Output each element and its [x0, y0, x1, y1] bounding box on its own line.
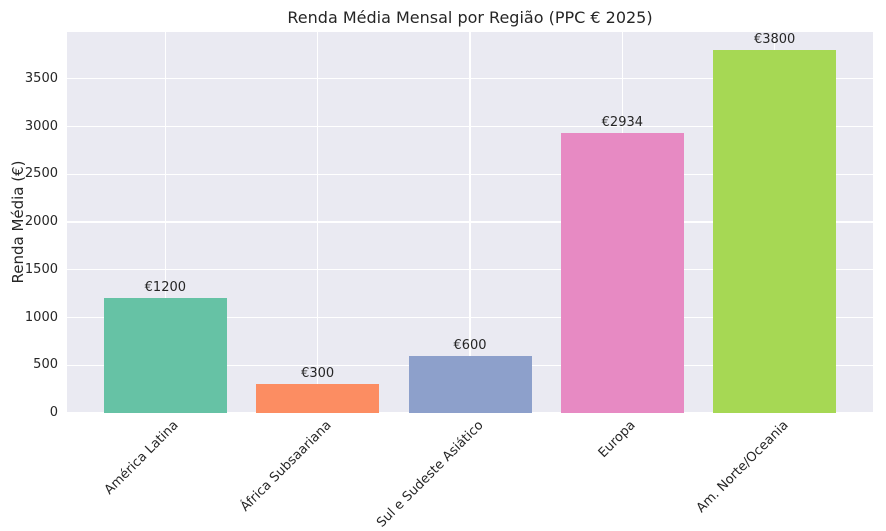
x-tick-label: Sul e Sudeste Asiático — [374, 418, 487, 531]
x-tick-label: América Latina — [102, 418, 182, 498]
bar-value-label: €2934 — [601, 114, 644, 130]
bar — [256, 384, 380, 413]
gridline-v — [316, 32, 319, 413]
y-tick-label: 3000 — [24, 118, 58, 134]
y-tick-label: 500 — [33, 357, 58, 373]
bar-value-label: €300 — [301, 366, 335, 382]
bar — [103, 298, 227, 413]
bar — [408, 355, 532, 413]
y-tick-label: 1500 — [24, 261, 58, 277]
chart-title: Renda Média Mensal por Região (PPC € 202… — [287, 8, 653, 27]
bar — [560, 132, 684, 413]
y-tick-label: 1000 — [24, 309, 58, 325]
y-tick-label: 2500 — [24, 166, 58, 182]
y-tick-label: 2000 — [24, 214, 58, 230]
gridline-v — [164, 32, 167, 413]
bar-value-label: €600 — [453, 337, 487, 353]
gridline-v — [469, 32, 471, 413]
bar-value-label: €1200 — [144, 280, 187, 296]
bar-value-label: €3800 — [753, 32, 796, 48]
bar — [713, 50, 837, 413]
x-tick-label: Am. Norte/Oceania — [693, 418, 792, 516]
x-tick-label: Europa — [596, 418, 639, 461]
plot-area: €1200 €300 €600 €2934 €3800 — [67, 32, 873, 414]
y-tick-label: 3500 — [24, 70, 58, 86]
x-tick-label: África Subsaariana — [237, 418, 335, 515]
y-tick-label: 0 — [49, 405, 58, 420]
